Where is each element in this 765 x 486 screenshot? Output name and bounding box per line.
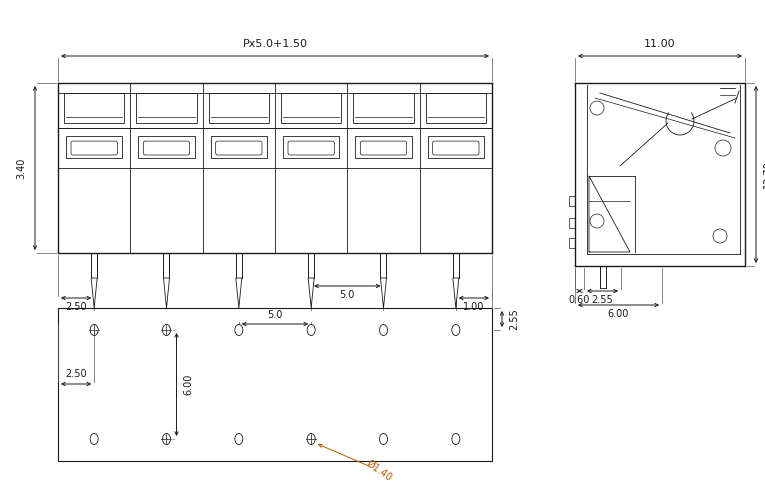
Bar <box>66 136 122 158</box>
Text: 3.40: 3.40 <box>16 157 26 179</box>
Polygon shape <box>164 278 170 308</box>
Text: 11.00: 11.00 <box>644 39 675 49</box>
Text: 2.55: 2.55 <box>591 295 614 305</box>
Polygon shape <box>380 278 386 308</box>
Polygon shape <box>453 278 459 308</box>
Bar <box>569 196 575 206</box>
Bar <box>353 93 414 123</box>
Text: Px5.0+1.50: Px5.0+1.50 <box>243 39 308 49</box>
Bar <box>58 308 492 461</box>
Text: 0.60: 0.60 <box>569 295 590 305</box>
Bar <box>569 238 575 248</box>
Text: 5.0: 5.0 <box>267 310 283 320</box>
Bar <box>210 136 267 158</box>
Bar <box>209 93 269 123</box>
Bar <box>425 93 486 123</box>
Polygon shape <box>91 278 97 308</box>
Bar <box>138 136 194 158</box>
Bar <box>136 93 197 123</box>
Text: 12.70: 12.70 <box>763 161 765 189</box>
Polygon shape <box>236 278 242 308</box>
Text: 5.0: 5.0 <box>340 290 355 300</box>
Bar <box>355 136 412 158</box>
Text: Ø1.40: Ø1.40 <box>364 459 394 484</box>
Bar <box>64 93 125 123</box>
Bar <box>283 136 340 158</box>
Text: 2.55: 2.55 <box>509 308 519 330</box>
Text: 6.00: 6.00 <box>184 374 194 395</box>
Polygon shape <box>308 278 314 308</box>
Bar <box>281 93 341 123</box>
Bar <box>569 218 575 228</box>
Text: 2.50: 2.50 <box>65 302 87 312</box>
Text: 2.50: 2.50 <box>65 369 87 379</box>
Text: 1.00: 1.00 <box>464 302 484 312</box>
Bar <box>428 136 484 158</box>
Text: 6.00: 6.00 <box>608 309 629 319</box>
